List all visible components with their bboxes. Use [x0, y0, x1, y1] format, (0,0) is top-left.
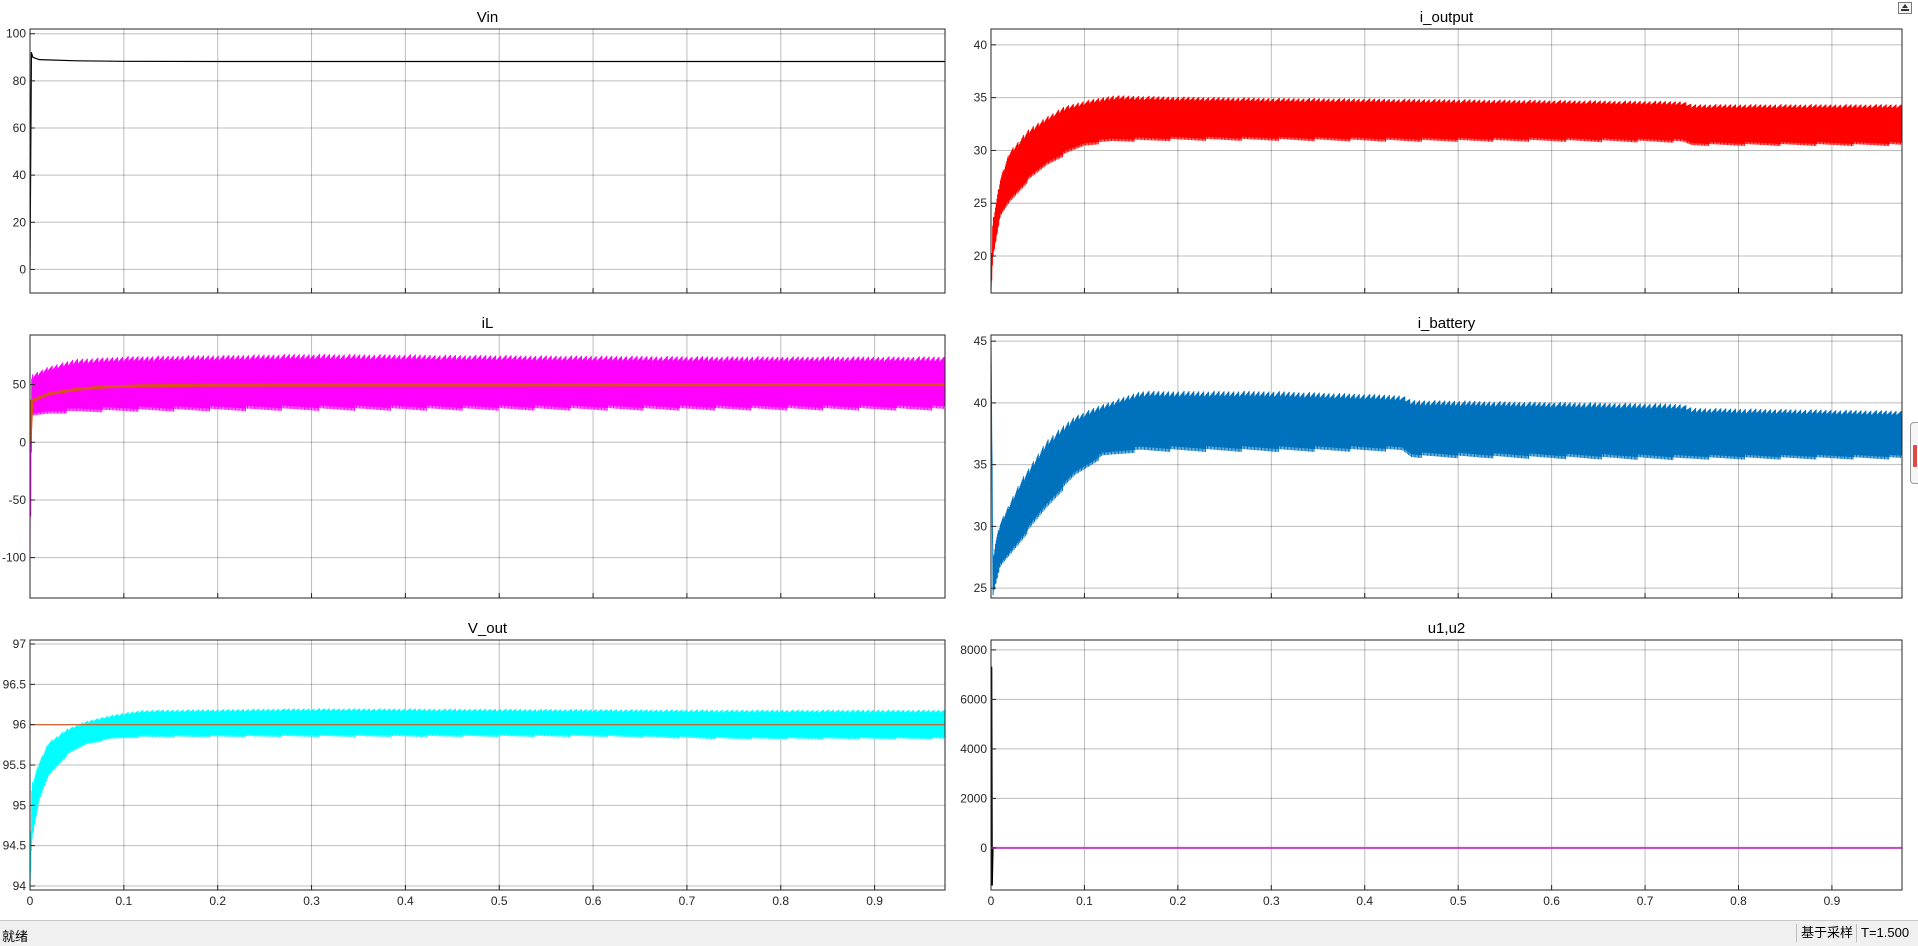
- i-output-title: i_output: [1420, 9, 1474, 26]
- vin-series-group: [30, 51, 945, 270]
- il-series-0-trace: [30, 353, 945, 570]
- sim-time-readout: T=1.500: [1856, 924, 1913, 942]
- u1-u2-xtick-label: 0.6: [1543, 894, 1560, 908]
- i-battery-ytick-label: 45: [974, 334, 988, 348]
- v-out-ytick-label: 96: [13, 718, 27, 732]
- v-out-ytick-label: 95: [13, 798, 27, 812]
- u1-u2-xtick-label: 0.1: [1076, 894, 1093, 908]
- v-out-xtick-label: 0.5: [491, 894, 508, 908]
- vin-ytick-label: 20: [13, 215, 27, 229]
- u1-u2-plot-area: [991, 640, 1902, 890]
- i-output-series-0-trace: [991, 95, 1902, 293]
- i-output-ytick-label: 30: [974, 143, 988, 157]
- v-out-title: V_out: [468, 620, 508, 637]
- v-out-ytick-label: 94.5: [3, 839, 27, 853]
- i-battery-series-group: [991, 341, 1902, 596]
- v-out-plot-area: [30, 640, 945, 890]
- vin-title: Vin: [477, 9, 498, 26]
- v-out-xtick-label: 0.4: [397, 894, 414, 908]
- v-out-series-0-trace: [30, 708, 945, 890]
- u1-u2-xtick-label: 0.2: [1170, 894, 1187, 908]
- i-output-series-group: [991, 95, 1902, 293]
- status-text: 就绪: [2, 929, 29, 944]
- il-frame: [29, 334, 946, 599]
- restore-icon[interactable]: [1898, 2, 1912, 14]
- i-battery-ytick-label: 40: [974, 396, 988, 410]
- u1-u2-title: u1,u2: [1428, 620, 1466, 637]
- u1-u2-frame: [990, 639, 1903, 891]
- i-output-ytick-label: 40: [974, 38, 988, 52]
- axes-v-out: 0 0.1 0.2 0.3 0.4 0.5 0.6 0.7 0.8 0.9 94 94.5 95 95.5…: [3, 620, 946, 908]
- u1-u2-xtick-label: 0.4: [1356, 894, 1373, 908]
- i-output-frame: [990, 28, 1903, 294]
- v-out-series-group: [30, 708, 945, 890]
- v-out-xtick-label: 0: [27, 894, 34, 908]
- v-out-xtick-label: 0.2: [209, 894, 226, 908]
- i-battery-frame: [990, 334, 1903, 599]
- v-out-ytick-label: 94: [13, 879, 27, 893]
- i-battery-title: i_battery: [1418, 315, 1476, 332]
- i-output-plot-area: [991, 29, 1902, 293]
- il-ytick-label: 0: [19, 435, 26, 449]
- i-battery-ytick-label: 30: [974, 519, 988, 533]
- v-out-xtick-label: 0.1: [116, 894, 133, 908]
- u1-u2-xtick-label: 0.3: [1263, 894, 1280, 908]
- v-out-xtick-label: 0.6: [585, 894, 602, 908]
- il-series-group: [30, 353, 945, 570]
- u1-u2-ytick-label: 0: [980, 841, 987, 855]
- vin-frame: [29, 28, 946, 294]
- u1-u2-xtick-label: 0.5: [1450, 894, 1467, 908]
- i-battery-series-0-trace: [991, 341, 1902, 596]
- i-output-ytick-label: 25: [974, 196, 988, 210]
- vin-plot-area: [30, 29, 945, 293]
- vin-ytick-label: 0: [19, 262, 26, 276]
- i-output-ytick-label: 35: [974, 91, 988, 105]
- u1-u2-ytick-label: 6000: [960, 692, 987, 706]
- v-out-ytick-label: 97: [13, 637, 27, 651]
- v-out-ytick-label: 95.5: [3, 758, 27, 772]
- i-battery-ytick-label: 25: [974, 581, 988, 595]
- vin-ytick-label: 60: [13, 121, 27, 135]
- vin-ytick-label: 40: [13, 168, 27, 182]
- v-out-ytick-label: 96.5: [3, 677, 27, 691]
- i-battery-plot-area: [991, 335, 1902, 598]
- axes-u1-u2: 0 0.1 0.2 0.3 0.4 0.5 0.6 0.7 0.8 0.9 0 2000 4000 600…: [960, 620, 1903, 908]
- i-output-ytick-label: 20: [974, 249, 988, 263]
- vin-ytick-label: 80: [13, 74, 27, 88]
- v-out-xtick-label: 0.3: [303, 894, 320, 908]
- v-out-xtick-label: 0.8: [772, 894, 789, 908]
- u1-u2-xtick-label: 0.7: [1637, 894, 1654, 908]
- status-bar: 就绪 基于采样 T=1.500: [0, 920, 1918, 946]
- axes-i-output: 20 25 30 35 40 i_output: [974, 9, 1903, 294]
- u1-u2-ytick-label: 4000: [960, 742, 987, 756]
- u1-u2-ytick-label: 2000: [960, 791, 987, 805]
- i-battery-ytick-label: 35: [974, 458, 988, 472]
- axes-il: -100 -50 0 50 iL: [2, 315, 946, 599]
- v-out-xtick-label: 0.9: [866, 894, 883, 908]
- u1-u2-xtick-label: 0.8: [1730, 894, 1747, 908]
- axes-i-battery: 25 30 35 40 45 i_battery: [974, 315, 1903, 599]
- scroll-handle-icon[interactable]: [1910, 422, 1918, 484]
- v-out-xtick-label: 0.7: [679, 894, 696, 908]
- u1-u2-ytick-label: 8000: [960, 643, 987, 657]
- il-ytick-label: -50: [9, 493, 27, 507]
- il-ytick-label: -100: [2, 551, 26, 565]
- u1-u2-xtick-label: 0.9: [1824, 894, 1841, 908]
- u1-u2-xtick-label: 0: [988, 894, 995, 908]
- il-ytick-label: 50: [13, 378, 27, 392]
- il-series-1-line: [30, 383, 945, 443]
- vin-series-0-line: [30, 51, 945, 270]
- sample-mode-indicator[interactable]: 基于采样: [1796, 924, 1857, 942]
- vin-ytick-label: 100: [6, 27, 26, 41]
- axes-vin: 0 20 40 60 80 100 Vin: [6, 9, 946, 294]
- il-title: iL: [482, 315, 494, 332]
